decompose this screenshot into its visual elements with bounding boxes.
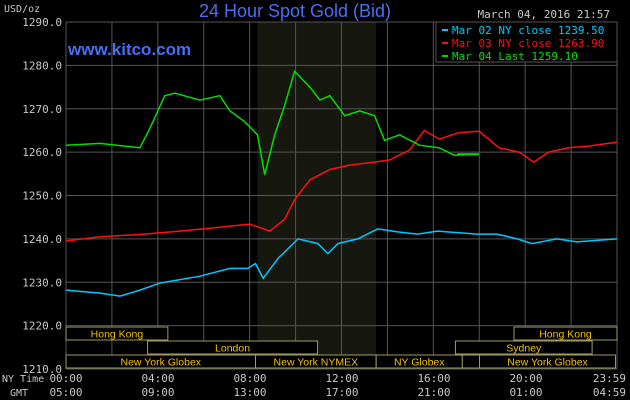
session-box (65, 326, 169, 341)
chart-title: 24 Hour Spot Gold (Bid) (199, 1, 391, 21)
x-tick-label: 16:00 (417, 372, 450, 385)
legend-entry: Mar 03 NY close 1263.90 (452, 37, 604, 50)
y-tick-label: 1260.0 (22, 146, 62, 159)
session-box (147, 340, 319, 355)
session-label: New York Globex (120, 357, 201, 369)
x-tick-label: 17:00 (325, 386, 358, 399)
y-tick-label: 1240.0 (22, 233, 62, 246)
timestamp: March 04, 2016 21:57 (478, 8, 610, 21)
x-tick-label: 21:00 (417, 386, 450, 399)
x-axis-row-label: NY Time (2, 374, 44, 385)
session-label: Hong Kong (539, 329, 592, 341)
x-tick-label: 01:00 (509, 386, 542, 399)
session-label: Sydney (506, 343, 542, 355)
y-tick-label: 1220.0 (22, 320, 62, 333)
x-tick-label: 20:00 (509, 372, 542, 385)
session-box (454, 340, 593, 355)
legend-entry: Mar 02 NY close 1239.50 (452, 24, 604, 37)
y-tick-label: 1270.0 (22, 103, 62, 116)
session-label: New York Globex (507, 357, 588, 369)
session-label: New York NYMEX (274, 357, 359, 369)
series-line-2 (65, 69, 480, 175)
y-tick-label: 1280.0 (22, 59, 62, 72)
session-box (513, 326, 618, 341)
legend-box (435, 21, 618, 63)
x-axis-row-label: GMT (10, 388, 28, 399)
x-tick-label: 12:00 (325, 372, 358, 385)
x-tick-label: 05:00 (49, 386, 82, 399)
x-tick-label: 04:59 (593, 386, 626, 399)
session-box (479, 354, 616, 369)
y-tick-label: 1210.0 (22, 363, 62, 376)
series-line-0 (65, 228, 618, 297)
y-axis-unit: USD/oz (4, 4, 40, 15)
x-tick-label: 00:00 (49, 372, 82, 385)
x-tick-label: 09:00 (141, 386, 174, 399)
session-box (461, 354, 481, 369)
session-label: Hong Kong (91, 329, 144, 341)
x-tick-label: 13:00 (233, 386, 266, 399)
watermark: www.kitco.com (67, 40, 191, 59)
x-tick-label: 23:59 (593, 372, 626, 385)
y-tick-label: 1230.0 (22, 276, 62, 289)
session-label: London (215, 343, 250, 355)
legend-entry: Mar 04 Last 1259.10 (452, 50, 578, 63)
session-label: NY Globex (394, 357, 445, 369)
y-tick-label: 1290.0 (22, 16, 62, 29)
x-tick-label: 08:00 (233, 372, 266, 385)
y-tick-label: 1250.0 (22, 190, 62, 203)
series-line-1 (65, 129, 618, 242)
x-tick-label: 04:00 (141, 372, 174, 385)
